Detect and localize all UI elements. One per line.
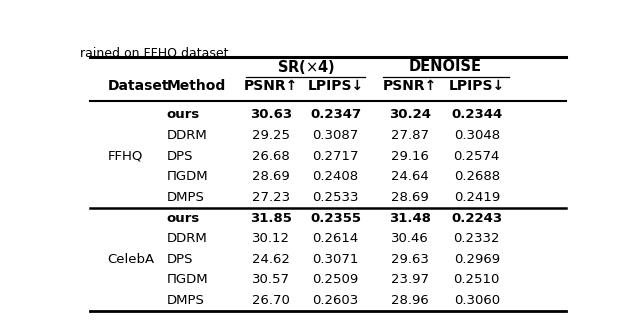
Text: 29.16: 29.16 — [391, 149, 429, 163]
Text: 24.64: 24.64 — [391, 170, 429, 183]
Text: ΠGDM: ΠGDM — [167, 170, 209, 183]
Text: 26.68: 26.68 — [252, 149, 290, 163]
Text: 23.97: 23.97 — [391, 273, 429, 286]
Text: 26.70: 26.70 — [252, 294, 290, 307]
Text: 0.2717: 0.2717 — [312, 149, 358, 163]
Text: DPS: DPS — [167, 149, 193, 163]
Text: 0.2344: 0.2344 — [451, 108, 502, 121]
Text: rained on FFHQ dataset.: rained on FFHQ dataset. — [80, 47, 232, 60]
Text: PSNR↑: PSNR↑ — [244, 79, 298, 93]
Text: 0.2603: 0.2603 — [312, 294, 358, 307]
Text: 30.63: 30.63 — [250, 108, 292, 121]
Text: 30.24: 30.24 — [389, 108, 431, 121]
Text: SR($\times$4): SR($\times$4) — [276, 58, 335, 76]
Text: 0.2509: 0.2509 — [312, 273, 358, 286]
Text: 0.2347: 0.2347 — [310, 108, 361, 121]
Text: Dataset: Dataset — [108, 79, 169, 93]
Text: 0.3071: 0.3071 — [312, 253, 358, 266]
Text: ours: ours — [167, 212, 200, 225]
Text: DENOISE: DENOISE — [409, 60, 482, 75]
Text: CelebA: CelebA — [108, 253, 154, 266]
Text: 30.57: 30.57 — [252, 273, 290, 286]
Text: ours: ours — [167, 108, 200, 121]
Text: LPIPS↓: LPIPS↓ — [449, 79, 505, 93]
Text: Method: Method — [167, 79, 226, 93]
Text: 0.2243: 0.2243 — [451, 212, 502, 225]
Text: PSNR↑: PSNR↑ — [383, 79, 437, 93]
Text: 31.85: 31.85 — [250, 212, 292, 225]
Text: 0.2688: 0.2688 — [454, 170, 500, 183]
Text: LPIPS↓: LPIPS↓ — [307, 79, 364, 93]
Text: 27.87: 27.87 — [391, 129, 429, 142]
Text: 30.12: 30.12 — [252, 232, 290, 245]
Text: DMPS: DMPS — [167, 294, 205, 307]
Text: 0.3060: 0.3060 — [454, 294, 500, 307]
Text: DPS: DPS — [167, 253, 193, 266]
Text: 28.69: 28.69 — [252, 170, 290, 183]
Text: 0.2419: 0.2419 — [454, 191, 500, 204]
Text: 0.2614: 0.2614 — [312, 232, 358, 245]
Text: 29.25: 29.25 — [252, 129, 290, 142]
Text: 28.69: 28.69 — [391, 191, 429, 204]
Text: 0.2332: 0.2332 — [454, 232, 500, 245]
Text: DMPS: DMPS — [167, 191, 205, 204]
Text: 31.48: 31.48 — [389, 212, 431, 225]
Text: DDRM: DDRM — [167, 129, 207, 142]
Text: 0.3048: 0.3048 — [454, 129, 500, 142]
Text: 24.62: 24.62 — [252, 253, 290, 266]
Text: DDRM: DDRM — [167, 232, 207, 245]
Text: 27.23: 27.23 — [252, 191, 290, 204]
Text: 0.2355: 0.2355 — [310, 212, 361, 225]
Text: 28.96: 28.96 — [391, 294, 429, 307]
Text: 0.2510: 0.2510 — [454, 273, 500, 286]
Text: 0.3087: 0.3087 — [312, 129, 358, 142]
Text: 0.2408: 0.2408 — [312, 170, 358, 183]
Text: 0.2969: 0.2969 — [454, 253, 500, 266]
Text: ΠGDM: ΠGDM — [167, 273, 209, 286]
Text: 29.63: 29.63 — [391, 253, 429, 266]
Text: 0.2533: 0.2533 — [312, 191, 358, 204]
Text: FFHQ: FFHQ — [108, 149, 143, 163]
Text: 0.2574: 0.2574 — [454, 149, 500, 163]
Text: 30.46: 30.46 — [391, 232, 429, 245]
